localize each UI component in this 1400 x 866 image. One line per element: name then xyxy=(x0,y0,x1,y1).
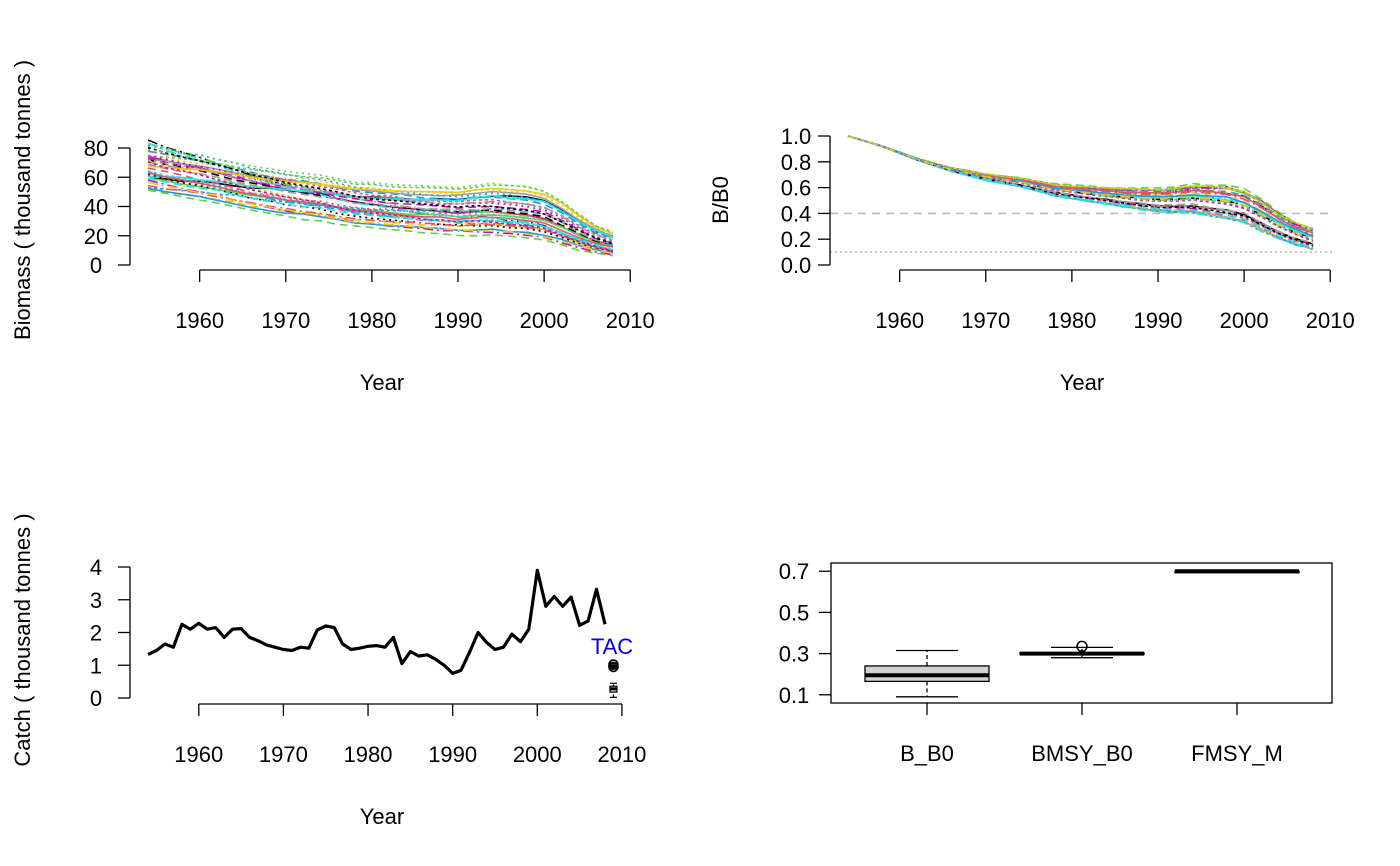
biomass-x-tick-label: 1990 xyxy=(434,308,483,333)
depletion-trajectory-line xyxy=(847,135,1314,247)
biomass-y-tick-label: 80 xyxy=(84,136,108,161)
catch-x-tick-label: 1980 xyxy=(344,742,393,767)
biomass-trajectory-line xyxy=(147,184,614,252)
biomass-trajectory-line xyxy=(147,189,614,257)
biomass-trajectory-line xyxy=(147,174,614,247)
catch-x-tick-label: 1990 xyxy=(428,742,477,767)
depletion-reference-lines xyxy=(830,212,1332,253)
catch-y-tick-label: 3 xyxy=(90,588,102,613)
tac-boxplots xyxy=(608,659,619,698)
depletion-y-tick-label: 0.2 xyxy=(781,227,812,252)
catch-x-tick-label: 2000 xyxy=(513,742,562,767)
depletion-xlabel: Year xyxy=(1060,370,1104,395)
biomass-trajectories xyxy=(147,139,614,257)
catch-x-tick-label: 1960 xyxy=(174,742,223,767)
depletion-trajectories xyxy=(847,135,1314,251)
params-outlier xyxy=(1076,640,1088,653)
catch-series xyxy=(147,568,607,676)
depletion-axes: 1960 1970 1980 1990 2000 2010 0.00.20.40.60.81… xyxy=(781,124,1355,333)
tac-outlier xyxy=(608,659,619,670)
params-axes: 0.1 0.3 0.5 0.7 B_B0 BMSY_B0 FMSY_M xyxy=(779,559,1283,766)
biomass-ylabel: Biomass ( thousand tonnes ) xyxy=(10,60,35,340)
biomass-x-tick-label: 1980 xyxy=(347,308,396,333)
biomass-trajectory-line xyxy=(147,172,614,248)
params-y-tick-label: 0.1 xyxy=(779,683,810,708)
depletion-y-tick-label: 0.4 xyxy=(781,201,812,226)
biomass-axes: 1960 1970 1980 1990 2000 2010 0 20 40 60 80 xyxy=(84,136,655,333)
biomass-y-tick-label: 0 xyxy=(90,253,102,278)
catch-panel: 1960 1970 1980 1990 2000 2010 0 1 2 3 4 TAC Year C… xyxy=(10,513,646,829)
params-y-tick-label: 0.7 xyxy=(779,559,810,584)
biomass-y-tick-label: 20 xyxy=(84,224,108,249)
depletion-x-tick-label: 1980 xyxy=(1047,308,1096,333)
params-y-tick-label: 0.5 xyxy=(779,600,810,625)
depletion-y-tick-label: 0.0 xyxy=(781,253,812,278)
biomass-trajectory-line xyxy=(147,163,614,245)
depletion-trajectory-line xyxy=(847,135,1314,241)
depletion-y-tick-label: 1.0 xyxy=(781,124,812,149)
catch-y-tick-label: 0 xyxy=(90,686,102,711)
catch-ylabel: Catch ( thousand tonnes ) xyxy=(10,513,35,766)
catch-x-tick-label: 2010 xyxy=(597,742,646,767)
depletion-ylabel: B/B0 xyxy=(708,176,733,224)
depletion-x-tick-label: 2010 xyxy=(1306,308,1355,333)
biomass-y-tick-label: 40 xyxy=(84,195,108,220)
depletion-panel: 1960 1970 1980 1990 2000 2010 0.00.20.40.60.81… xyxy=(708,124,1355,395)
tac-label: TAC xyxy=(591,634,633,659)
depletion-y-tick-label: 0.6 xyxy=(781,176,812,201)
biomass-trajectory-line xyxy=(147,154,614,242)
catch-axes: 1960 1970 1980 1990 2000 2010 0 1 2 3 4 xyxy=(90,555,647,767)
catch-y-tick-label: 1 xyxy=(90,653,102,678)
depletion-x-tick-label: 1970 xyxy=(961,308,1010,333)
catch-y-tick-label: 2 xyxy=(90,621,102,646)
catch-line xyxy=(147,568,607,676)
biomass-x-tick-label: 2000 xyxy=(520,308,569,333)
biomass-x-tick-label: 1970 xyxy=(261,308,310,333)
params-y-tick-label: 0.3 xyxy=(779,642,810,667)
biomass-panel: 1960 1970 1980 1990 2000 2010 0 20 40 60 80 Year B… xyxy=(10,60,655,395)
biomass-y-tick-label: 60 xyxy=(84,165,108,190)
catch-y-tick-label: 4 xyxy=(90,555,102,580)
depletion-x-tick-label: 2000 xyxy=(1220,308,1269,333)
biomass-x-tick-label: 2010 xyxy=(606,308,655,333)
depletion-y-tick-label: 0.8 xyxy=(781,150,812,175)
catch-xlabel: Year xyxy=(360,804,404,829)
params-x-tick-label: FMSY_M xyxy=(1191,741,1283,766)
params-x-tick-label: B_B0 xyxy=(900,741,954,766)
biomass-trajectory-line xyxy=(147,148,614,233)
biomass-trajectory-line xyxy=(147,187,614,254)
biomass-x-tick-label: 1960 xyxy=(175,308,224,333)
depletion-trajectory-line xyxy=(847,135,1314,240)
depletion-x-tick-label: 1960 xyxy=(875,308,924,333)
params-panel: 0.1 0.3 0.5 0.7 B_B0 BMSY_B0 FMSY_M xyxy=(779,559,1333,766)
depletion-x-tick-label: 1990 xyxy=(1134,308,1183,333)
biomass-trajectory-line xyxy=(147,146,614,245)
catch-x-tick-label: 1970 xyxy=(259,742,308,767)
params-x-tick-label: BMSY_B0 xyxy=(1031,741,1133,766)
biomass-trajectory-line xyxy=(147,161,614,241)
biomass-trajectory-line xyxy=(147,177,614,251)
biomass-trajectory-line xyxy=(147,142,614,250)
biomass-trajectory-line xyxy=(147,159,614,241)
params-boxplots xyxy=(864,569,1300,698)
biomass-trajectory-line xyxy=(147,161,614,253)
biomass-trajectory-line xyxy=(147,159,614,252)
biomass-xlabel: Year xyxy=(360,370,404,395)
